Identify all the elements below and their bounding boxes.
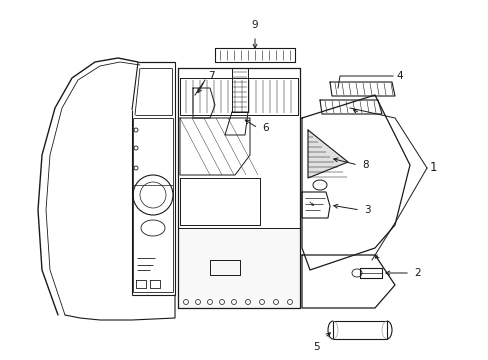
Text: 1: 1: [429, 162, 437, 175]
Text: 9: 9: [251, 20, 258, 30]
Text: 6: 6: [262, 123, 268, 133]
Text: 2: 2: [413, 268, 420, 278]
Text: 5: 5: [313, 342, 319, 352]
Polygon shape: [178, 228, 299, 308]
Text: 7: 7: [207, 71, 214, 81]
Polygon shape: [307, 130, 347, 178]
Text: 3: 3: [363, 205, 370, 215]
Polygon shape: [178, 68, 299, 308]
Polygon shape: [302, 255, 394, 308]
Text: 8: 8: [361, 160, 368, 170]
Text: 4: 4: [395, 71, 402, 81]
Polygon shape: [302, 95, 409, 270]
